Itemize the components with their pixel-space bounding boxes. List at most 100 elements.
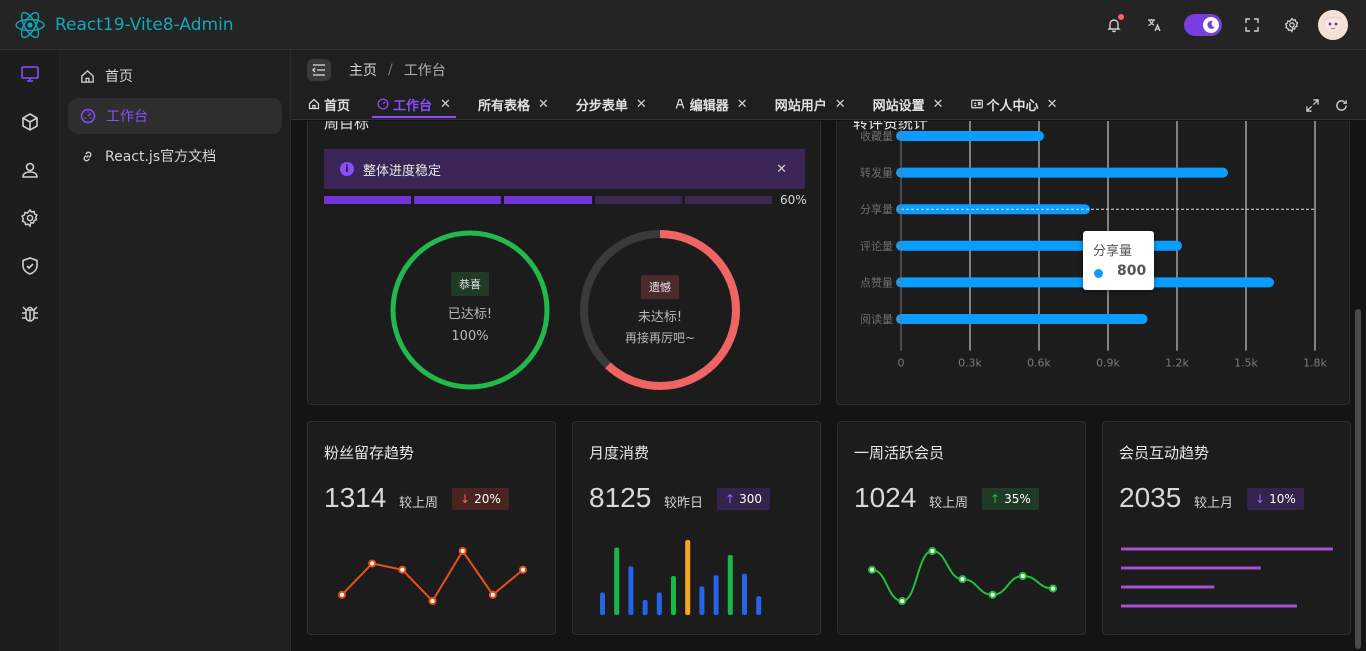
sparkline-bar[interactable] <box>742 573 747 615</box>
stat-compare: 较昨日 <box>664 496 704 511</box>
maximize-icon[interactable] <box>1306 98 1319 112</box>
alert-text: 整体进度稳定 <box>363 163 442 179</box>
card-title: 月度消费 <box>589 444 650 462</box>
sparkline-point[interactable] <box>458 547 467 555</box>
sparkline-point[interactable] <box>868 565 876 574</box>
content-area: 周目标 i 整体进度稳定 ✕ 60% 恭喜 已达标! 100% <box>291 121 1366 651</box>
tab-all-tables[interactable]: 所有表格 ✕ <box>473 89 554 119</box>
progress-segment <box>504 196 592 204</box>
sparkline-bar[interactable] <box>600 592 605 616</box>
cube-icon[interactable] <box>0 98 60 146</box>
scrollbar[interactable] <box>1355 309 1361 649</box>
sparkline-point[interactable] <box>428 597 437 605</box>
sparkline-point[interactable] <box>898 597 907 605</box>
tooltip-value: 800 <box>1117 263 1147 279</box>
translate-icon[interactable] <box>1134 5 1174 45</box>
tab-editor[interactable]: 编辑器 ✕ <box>669 89 753 119</box>
tab-dashboard[interactable]: 工作台 ✕ <box>372 89 456 119</box>
sparkline-bar[interactable] <box>756 596 762 615</box>
avatar[interactable] <box>1318 10 1348 40</box>
trend-badge: ↓ 20% <box>452 488 509 510</box>
category-label: 点赞量 <box>860 276 893 289</box>
dashboard-icon <box>80 108 96 124</box>
sparkline-point[interactable] <box>988 590 997 599</box>
fullscreen-icon[interactable] <box>1232 5 1272 45</box>
menu-item-label: React.js官方文档 <box>105 149 217 165</box>
badge-value: 300 <box>739 492 762 506</box>
tab-close-icon[interactable]: ✕ <box>440 96 451 112</box>
breadcrumb-home[interactable]: 主页 <box>349 63 377 79</box>
gear-icon[interactable] <box>0 194 60 242</box>
tab-close-icon[interactable]: ✕ <box>736 96 748 112</box>
tab-close-icon[interactable]: ✕ <box>1046 96 1058 112</box>
tab-site-settings[interactable]: 网站设置 ✕ <box>868 89 949 119</box>
stat-card-interaction: 会员互动趋势 2035 较上月 ↓ 10% <box>1102 421 1351 635</box>
sparkline-bar[interactable] <box>727 555 733 615</box>
menu-item-home[interactable]: 首页 <box>68 58 282 94</box>
sparkline-bar[interactable] <box>614 547 620 616</box>
tab-close-icon[interactable]: ✕ <box>834 96 846 112</box>
sparkline-bar[interactable] <box>685 540 691 615</box>
stat-compare: 较上周 <box>399 496 439 511</box>
sparkline-bar[interactable] <box>628 566 634 615</box>
sparkline-bar[interactable] <box>713 575 719 615</box>
menu-item-label: 首页 <box>105 69 133 85</box>
progress-bar <box>324 196 773 204</box>
fail-ring: 遗憾 未达标! 再接再厉吧~ <box>580 230 740 390</box>
menu-item-react-docs[interactable]: React.js官方文档 <box>68 138 282 174</box>
fail-sub: 再接再厉吧~ <box>624 330 696 345</box>
sparkline-point[interactable] <box>368 559 377 568</box>
tab-close-icon[interactable]: ✕ <box>635 96 647 112</box>
alert-close-icon[interactable]: ✕ <box>776 161 787 177</box>
bug-icon[interactable] <box>0 290 60 338</box>
sparkline-bar[interactable] <box>656 592 662 616</box>
menu-item-dashboard[interactable]: 工作台 <box>68 98 282 134</box>
theme-toggle[interactable] <box>1184 14 1222 36</box>
sparkline-point[interactable] <box>519 565 527 574</box>
menu-item-label: 工作台 <box>106 109 148 125</box>
sparkline-bar[interactable] <box>699 586 705 616</box>
shield-icon[interactable] <box>0 242 60 290</box>
badge-value: 10% <box>1269 492 1296 506</box>
monitor-icon[interactable] <box>0 50 60 98</box>
progress-segment <box>594 196 682 204</box>
card-title: 周目标 <box>324 121 370 132</box>
user-icon[interactable] <box>0 146 60 194</box>
home-icon <box>81 69 94 83</box>
tooltip-label: 分享量 <box>1093 244 1133 259</box>
card-title: 一周活跃会员 <box>854 444 945 462</box>
stat-compare: 较上月 <box>1194 496 1234 511</box>
settings-icon[interactable] <box>1272 5 1312 45</box>
menu-fold-icon <box>312 64 325 76</box>
tab-home[interactable]: 首页 <box>303 89 355 119</box>
sparkline-point[interactable] <box>398 565 407 574</box>
sparkline <box>1121 547 1333 608</box>
sparkline-bar[interactable] <box>671 576 676 615</box>
tooltip-dot <box>1094 269 1103 278</box>
tab-step-form[interactable]: 分步表单 ✕ <box>571 89 652 119</box>
tab-label: 编辑器 <box>689 98 729 114</box>
sparkline-bar[interactable] <box>642 600 648 615</box>
tab-site-users[interactable]: 网站用户 ✕ <box>770 89 851 119</box>
tab-close-icon[interactable]: ✕ <box>537 96 549 112</box>
breadcrumb-current: 工作台 <box>403 63 446 79</box>
category-label: 阅读量 <box>860 312 893 326</box>
sparkline-point[interactable] <box>928 547 937 555</box>
category-label: 收藏量 <box>860 129 893 143</box>
sparkline-point[interactable] <box>338 590 346 599</box>
badge-value: 20% <box>474 492 501 506</box>
tab-close-icon[interactable]: ✕ <box>932 96 944 112</box>
left-rail <box>0 50 60 651</box>
tab-profile[interactable]: 个人中心 ✕ <box>966 89 1063 119</box>
sparkline-point[interactable] <box>488 590 497 599</box>
refresh-icon[interactable] <box>1335 99 1348 112</box>
arrow-down-icon: ↓ <box>460 492 471 506</box>
card-title: 会员互动趋势 <box>1119 444 1210 462</box>
sparkline-point[interactable] <box>1049 584 1057 593</box>
brand[interactable]: React19-Vite8-Admin <box>0 9 234 41</box>
sparkline-point[interactable] <box>1018 572 1027 580</box>
react-logo-icon <box>15 11 45 38</box>
collapse-menu-button[interactable] <box>307 59 331 81</box>
sparkline-point[interactable] <box>958 575 967 584</box>
bell-icon[interactable] <box>1094 5 1134 45</box>
